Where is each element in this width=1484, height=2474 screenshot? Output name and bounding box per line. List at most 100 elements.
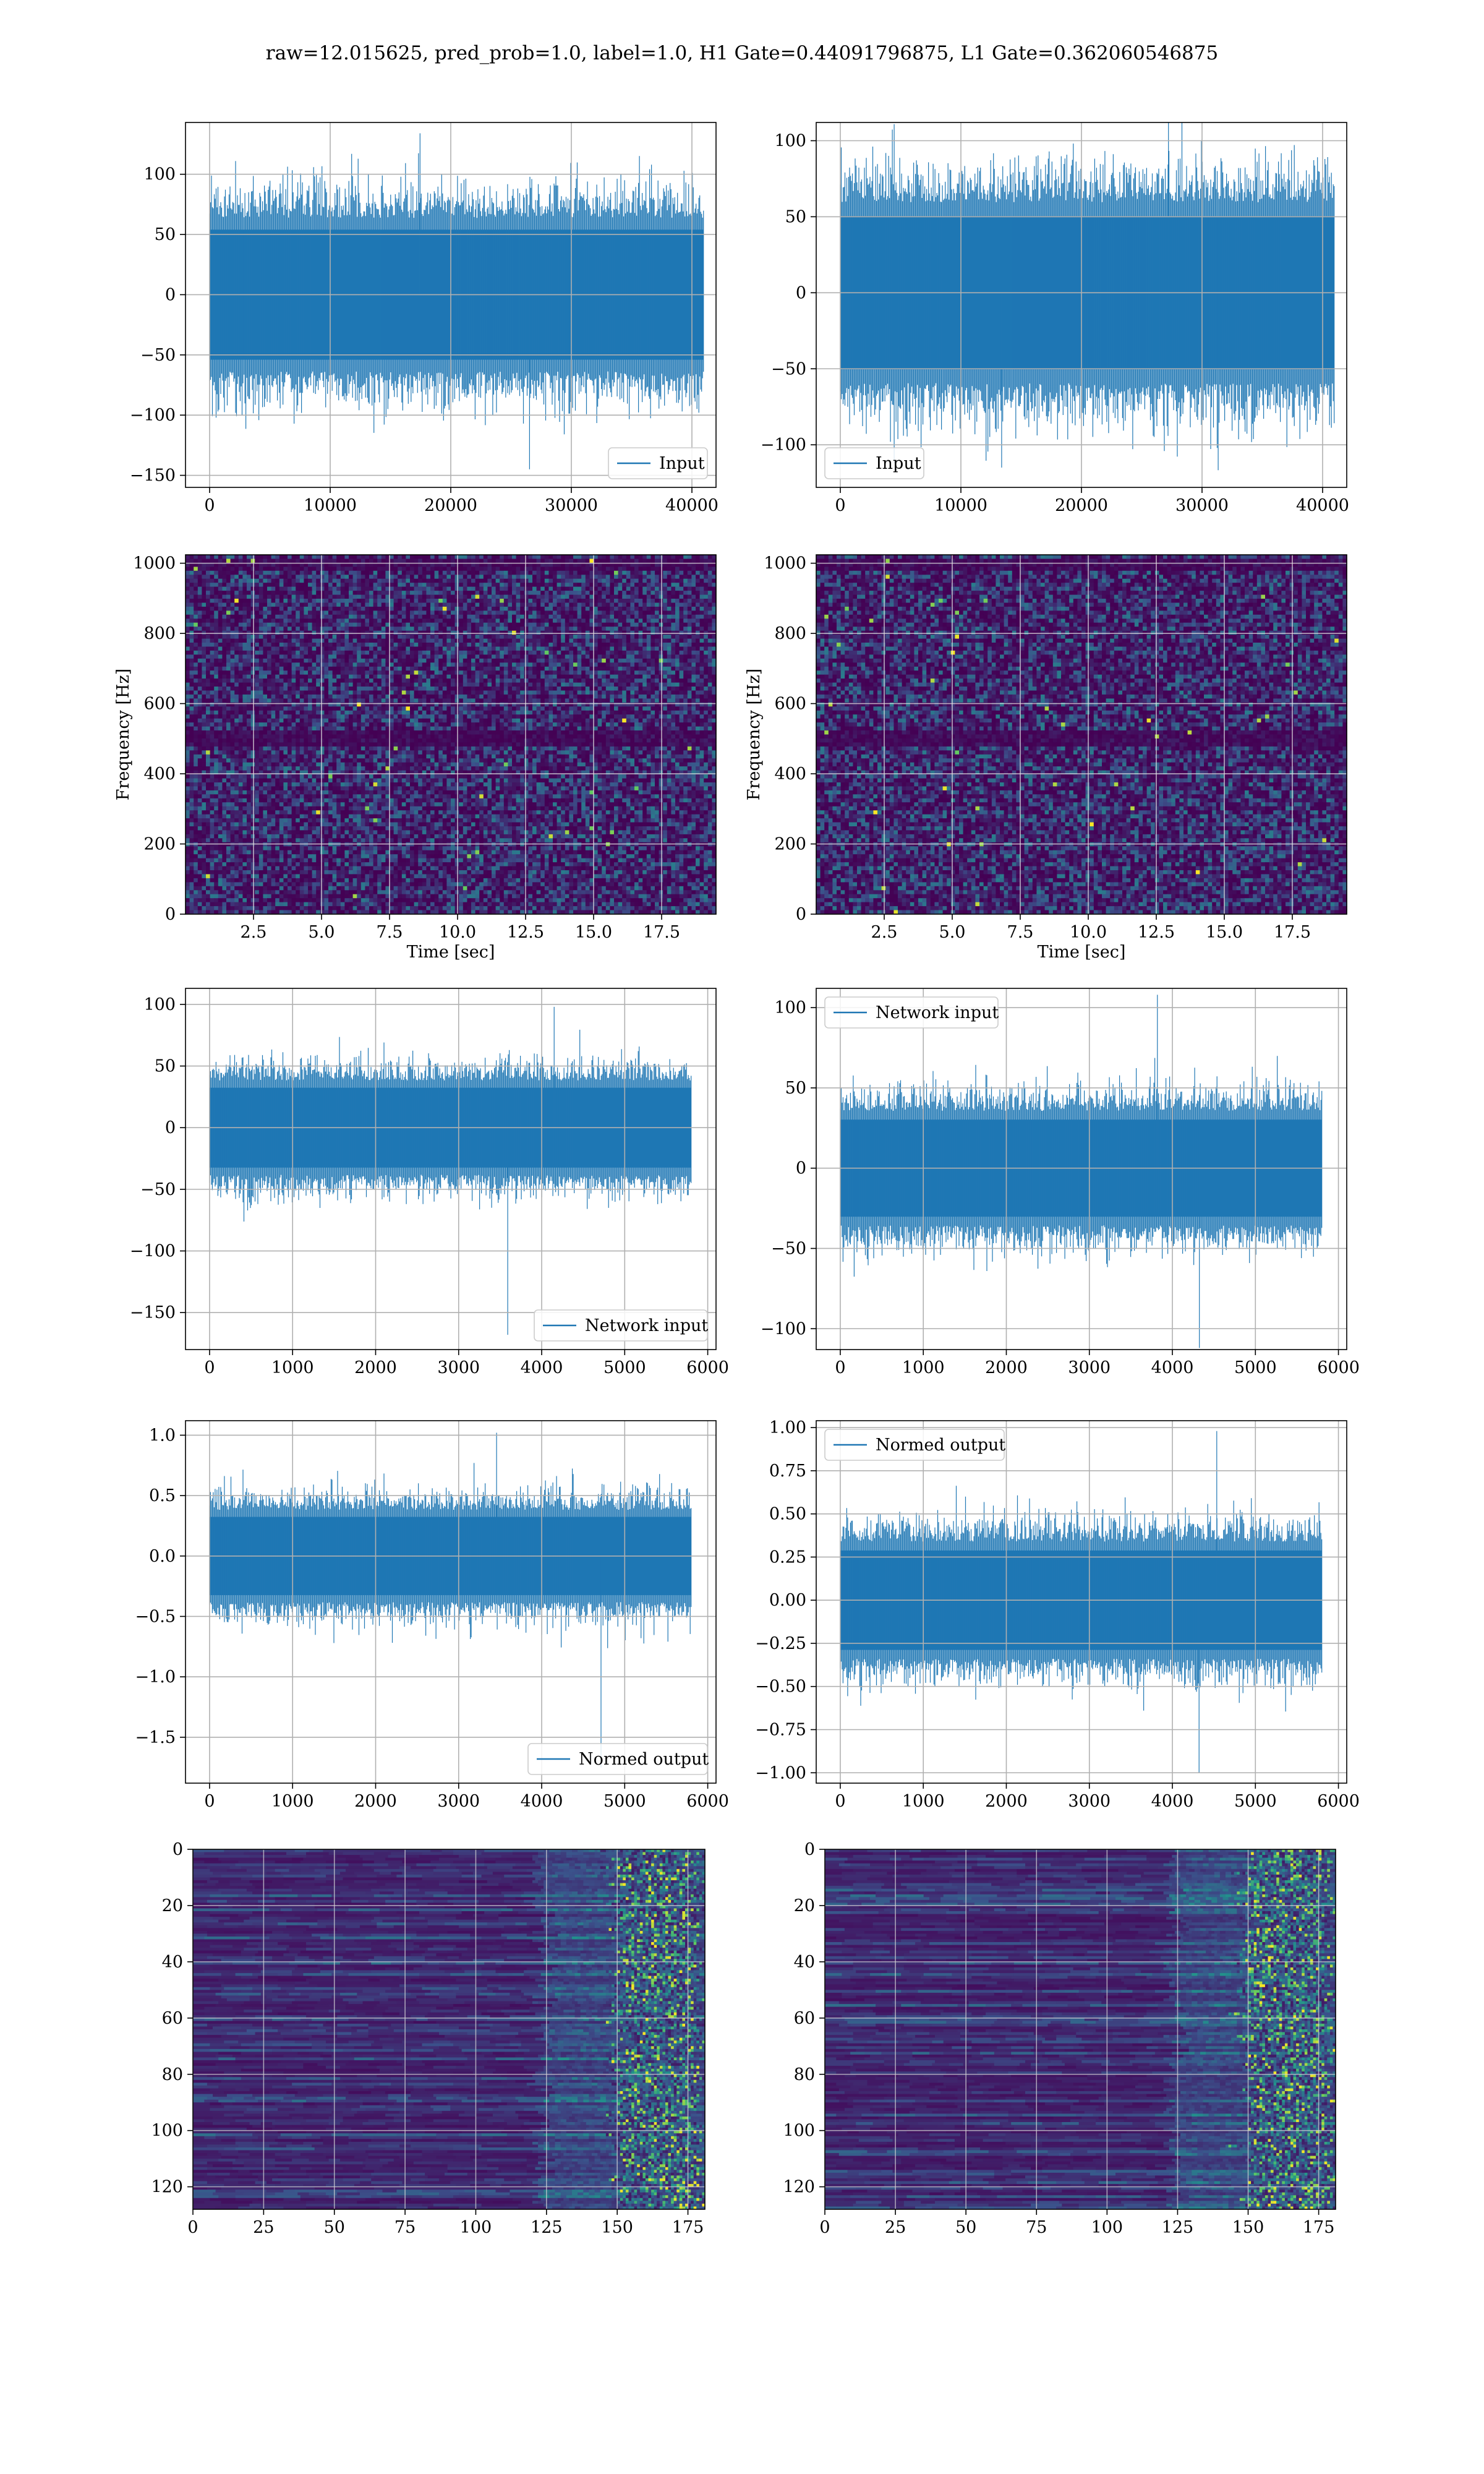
y-tick-label: 0 bbox=[804, 1840, 815, 1859]
y-tick-label: 50 bbox=[785, 1079, 806, 1098]
y-tick-label: −50 bbox=[140, 1180, 176, 1199]
y-tick-label: 0 bbox=[165, 1118, 176, 1137]
legend-label: Input bbox=[876, 454, 921, 473]
x-axis-label: Time [sec] bbox=[407, 943, 495, 962]
x-tick-label: 1000 bbox=[902, 1792, 945, 1811]
x-tick-label: 125 bbox=[531, 2218, 563, 2237]
x-tick-label: 25 bbox=[253, 2218, 274, 2237]
x-tick-label: 15.0 bbox=[1206, 923, 1243, 942]
legend: Network input bbox=[825, 997, 999, 1028]
x-tick-label: 4000 bbox=[521, 1792, 563, 1811]
x-tick-label: 1000 bbox=[271, 1358, 314, 1377]
y-tick-label: 600 bbox=[143, 695, 176, 714]
y-tick-label: 0 bbox=[796, 283, 806, 302]
x-tick-label: 50 bbox=[324, 2218, 345, 2237]
x-tick-label: 7.5 bbox=[1007, 923, 1034, 942]
y-tick-label: 0 bbox=[173, 1840, 183, 1859]
y-tick-label: −1.5 bbox=[135, 1728, 176, 1747]
y-tick-label: 0.5 bbox=[149, 1486, 176, 1505]
legend-label: Normed output bbox=[579, 1750, 709, 1769]
y-tick-label: −0.75 bbox=[755, 1720, 806, 1739]
y-tick-label: −100 bbox=[130, 406, 176, 425]
x-tick-label: 7.5 bbox=[377, 923, 403, 942]
y-axis-label: Frequency [Hz] bbox=[744, 669, 764, 800]
x-tick-label: 125 bbox=[1162, 2218, 1194, 2237]
y-tick-label: 200 bbox=[774, 835, 806, 854]
y-tick-label: −150 bbox=[130, 466, 176, 486]
y-tick-label: 0.0 bbox=[149, 1547, 176, 1566]
x-tick-label: 6000 bbox=[1317, 1358, 1360, 1377]
legend: Input bbox=[825, 448, 924, 479]
x-tick-label: 4000 bbox=[1151, 1358, 1194, 1377]
x-tick-label: 0 bbox=[835, 496, 845, 515]
y-tick-label: 400 bbox=[774, 764, 806, 784]
y-tick-label: 20 bbox=[794, 1896, 815, 1915]
y-tick-label: 40 bbox=[162, 1953, 183, 1972]
x-tick-label: 175 bbox=[672, 2218, 704, 2237]
series-line-normed-output bbox=[210, 1433, 691, 1768]
y-tick-label: 0 bbox=[796, 905, 806, 924]
y-tick-label: 0.25 bbox=[769, 1547, 806, 1567]
x-tick-label: 0 bbox=[204, 496, 215, 515]
y-tick-label: 0.00 bbox=[769, 1591, 806, 1610]
y-tick-label: 50 bbox=[155, 225, 176, 244]
x-tick-label: 5.0 bbox=[939, 923, 966, 942]
y-tick-label: 80 bbox=[162, 2065, 183, 2084]
x-tick-label: 20000 bbox=[424, 496, 477, 515]
y-tick-label: 0.50 bbox=[769, 1505, 806, 1524]
y-tick-label: 80 bbox=[794, 2065, 815, 2084]
x-tick-label: 25 bbox=[885, 2218, 906, 2237]
x-tick-label: 5000 bbox=[1234, 1358, 1277, 1377]
x-tick-label: 0 bbox=[835, 1358, 845, 1377]
subplot-p11: 2.5 5.0 7.5 10.0 12.5 15.0 17.5020040060080010… bbox=[744, 554, 1347, 962]
x-tick-label: 100 bbox=[460, 2218, 492, 2237]
y-tick-label: −100 bbox=[130, 1242, 176, 1261]
y-tick-label: 20 bbox=[162, 1896, 183, 1915]
y-tick-label: 100 bbox=[774, 132, 806, 151]
x-tick-label: 20000 bbox=[1055, 496, 1108, 515]
y-tick-label: 100 bbox=[143, 995, 176, 1014]
y-tick-label: −50 bbox=[140, 346, 176, 365]
y-tick-label: −50 bbox=[771, 1239, 806, 1258]
x-tick-label: 17.5 bbox=[1274, 923, 1311, 942]
legend: Normed output bbox=[528, 1744, 709, 1774]
x-tick-label: 2000 bbox=[985, 1792, 1028, 1811]
y-tick-label: 1.0 bbox=[149, 1426, 176, 1445]
legend-label: Input bbox=[659, 454, 705, 473]
x-tick-label: 100 bbox=[1091, 2218, 1124, 2237]
x-tick-label: 0 bbox=[204, 1358, 215, 1377]
x-tick-label: 5000 bbox=[1234, 1792, 1277, 1811]
x-tick-label: 12.5 bbox=[507, 923, 544, 942]
y-tick-label: 1.00 bbox=[769, 1418, 806, 1437]
x-tick-label: 4000 bbox=[521, 1358, 563, 1377]
x-tick-label: 2.5 bbox=[241, 923, 267, 942]
series-line-input bbox=[210, 134, 704, 469]
subplot-p10: 2.5 5.0 7.5 10.0 12.5 15.0 17.5020040060080010… bbox=[114, 554, 717, 962]
x-tick-label: 6000 bbox=[686, 1792, 729, 1811]
x-tick-label: 30000 bbox=[1175, 496, 1229, 515]
x-tick-label: 17.5 bbox=[643, 923, 680, 942]
x-tick-label: 40000 bbox=[665, 496, 719, 515]
subplot-p20: 0 1000 2000 3000 4000 5000 6000−150−100−500501… bbox=[130, 988, 729, 1377]
legend-label: Network input bbox=[585, 1316, 708, 1335]
x-tick-label: 75 bbox=[394, 2218, 416, 2237]
y-tick-label: 1000 bbox=[764, 554, 806, 573]
y-tick-label: 0 bbox=[165, 905, 176, 924]
y-tick-label: 800 bbox=[143, 624, 176, 643]
y-axis-label: Frequency [Hz] bbox=[114, 669, 133, 800]
y-tick-label: 200 bbox=[143, 835, 176, 854]
legend-label: Normed output bbox=[876, 1436, 1005, 1455]
x-axis-label: Time [sec] bbox=[1038, 943, 1126, 962]
x-tick-label: 10.0 bbox=[439, 923, 476, 942]
y-tick-label: −1.0 bbox=[135, 1667, 176, 1687]
y-tick-label: 100 bbox=[774, 998, 806, 1017]
series-line-network-input bbox=[210, 1007, 691, 1335]
x-tick-label: 10000 bbox=[304, 496, 357, 515]
x-tick-label: 150 bbox=[1232, 2218, 1264, 2237]
y-tick-label: −100 bbox=[761, 435, 806, 455]
y-tick-label: 100 bbox=[143, 165, 176, 184]
legend-label: Network input bbox=[876, 1003, 999, 1022]
x-tick-label: 5000 bbox=[603, 1792, 646, 1811]
